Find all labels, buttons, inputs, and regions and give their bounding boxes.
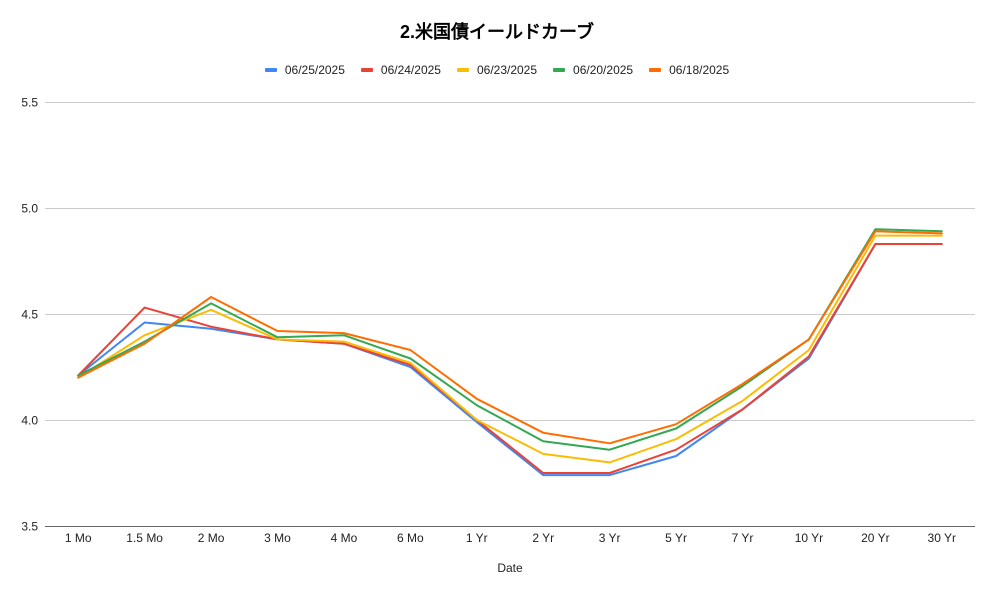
- series-point-06-18-2025[interactable]: [540, 430, 546, 436]
- y-tick-label: 3.5: [21, 520, 38, 534]
- x-tick-label: 10 Yr: [795, 531, 823, 545]
- legend-label: 06/24/2025: [380, 63, 441, 77]
- series-point-06-24-2025[interactable]: [740, 406, 746, 412]
- y-axis-ticks: 3.5 4.0 4.5 5.0 5.5: [21, 96, 38, 534]
- series-point-06-23-2025[interactable]: [607, 459, 613, 465]
- series-point-06-18-2025[interactable]: [607, 440, 613, 446]
- series-line-06-24-2025[interactable]: [77, 243, 943, 474]
- y-tick-label: 4.0: [21, 414, 38, 428]
- series-line-06-23-2025[interactable]: [77, 234, 943, 464]
- series-point-06-24-2025[interactable]: [208, 324, 214, 330]
- series-point-06-18-2025[interactable]: [75, 375, 81, 381]
- series-point-06-25-2025[interactable]: [673, 453, 679, 459]
- series-line-06-18-2025[interactable]: [77, 230, 943, 445]
- series-point-06-23-2025[interactable]: [142, 332, 148, 338]
- series-point-06-24-2025[interactable]: [673, 447, 679, 453]
- legend-item-06-25-2025[interactable]: 06/25/2025: [264, 62, 345, 78]
- series-point-06-20-2025[interactable]: [540, 438, 546, 444]
- series-point-06-23-2025[interactable]: [208, 307, 214, 313]
- x-tick-label: 4 Mo: [331, 531, 358, 545]
- legend-label: 06/23/2025: [476, 63, 538, 77]
- series-point-06-18-2025[interactable]: [740, 381, 746, 387]
- series-point-06-18-2025[interactable]: [407, 347, 413, 353]
- series-point-06-24-2025[interactable]: [540, 470, 546, 476]
- series-06-18-2025: [75, 228, 945, 446]
- legend-label: 06/25/2025: [284, 63, 345, 77]
- series-line-06-25-2025[interactable]: [77, 243, 943, 477]
- series-point-06-23-2025[interactable]: [341, 339, 347, 345]
- legend-item-06-18-2025[interactable]: 06/18/2025: [649, 62, 729, 78]
- series-point-06-18-2025[interactable]: [474, 396, 480, 402]
- series-point-06-25-2025[interactable]: [142, 320, 148, 326]
- series-point-06-23-2025[interactable]: [474, 417, 480, 423]
- x-axis-ticks: 1 Mo 1.5 Mo 2 Mo 3 Mo 4 Mo 6 Mo 1 Yr 2 Yr 3 Yr 5 …: [65, 531, 956, 545]
- legend: 06/25/2025 06/24/2025 06/23/2025 06/20/2…: [0, 62, 994, 78]
- series-point-06-20-2025[interactable]: [474, 402, 480, 408]
- legend-swatch: [360, 68, 373, 72]
- series-point-06-20-2025[interactable]: [607, 447, 613, 453]
- series-point-06-20-2025[interactable]: [275, 334, 281, 340]
- x-tick-label: 30 Yr: [928, 531, 956, 545]
- series-point-06-24-2025[interactable]: [142, 305, 148, 311]
- chart-title: 2.米国債イールドカーブ: [400, 22, 594, 42]
- x-tick-label: 1.5 Mo: [126, 531, 163, 545]
- legend-item-06-20-2025[interactable]: 06/20/2025: [553, 62, 633, 78]
- series-point-06-18-2025[interactable]: [142, 341, 148, 347]
- legend-swatch: [649, 68, 662, 72]
- series-point-06-18-2025[interactable]: [806, 336, 812, 342]
- series-point-06-18-2025[interactable]: [208, 294, 214, 300]
- series-point-06-18-2025[interactable]: [275, 328, 281, 334]
- series-point-06-23-2025[interactable]: [740, 398, 746, 404]
- series-point-06-18-2025[interactable]: [673, 421, 679, 427]
- y-tick-label: 5.0: [21, 202, 38, 216]
- x-tick-label: 2 Yr: [532, 531, 554, 545]
- x-axis-title: Date: [497, 561, 523, 575]
- legend-swatch: [553, 68, 566, 72]
- series-point-06-23-2025[interactable]: [806, 347, 812, 353]
- series-point-06-24-2025[interactable]: [939, 241, 945, 247]
- legend-item-06-23-2025[interactable]: 06/23/2025: [456, 62, 538, 78]
- legend-label: 06/18/2025: [669, 63, 730, 77]
- x-tick-label: 3 Mo: [264, 531, 291, 545]
- x-tick-label: 2 Mo: [198, 531, 225, 545]
- legend-swatch: [456, 68, 469, 72]
- series-point-06-18-2025[interactable]: [341, 330, 347, 336]
- x-tick-label: 5 Yr: [665, 531, 687, 545]
- series-06-25-2025: [77, 243, 943, 477]
- series-point-06-23-2025[interactable]: [673, 436, 679, 442]
- series-point-06-20-2025[interactable]: [407, 356, 413, 362]
- legend-label: 06/20/2025: [573, 63, 634, 77]
- x-tick-label: 3 Yr: [599, 531, 621, 545]
- x-tick-label: 1 Yr: [466, 531, 488, 545]
- y-tick-label: 5.5: [21, 96, 38, 110]
- x-tick-label: 6 Mo: [397, 531, 424, 545]
- y-tick-label: 4.5: [21, 308, 38, 322]
- series-point-06-23-2025[interactable]: [540, 451, 546, 457]
- series-point-06-20-2025[interactable]: [208, 300, 214, 306]
- series-point-06-18-2025[interactable]: [872, 228, 878, 234]
- series-point-06-24-2025[interactable]: [872, 241, 878, 247]
- series-point-06-24-2025[interactable]: [806, 353, 812, 359]
- series-06-24-2025: [77, 241, 945, 476]
- x-tick-label: 7 Yr: [732, 531, 754, 545]
- series-point-06-24-2025[interactable]: [607, 470, 613, 476]
- legend-swatch: [264, 68, 277, 72]
- x-tick-label: 20 Yr: [861, 531, 889, 545]
- legend-item-06-24-2025[interactable]: 06/24/2025: [360, 62, 441, 78]
- series-06-23-2025: [77, 234, 943, 465]
- series-point-06-18-2025[interactable]: [939, 230, 945, 236]
- x-tick-label: 1 Mo: [65, 531, 92, 545]
